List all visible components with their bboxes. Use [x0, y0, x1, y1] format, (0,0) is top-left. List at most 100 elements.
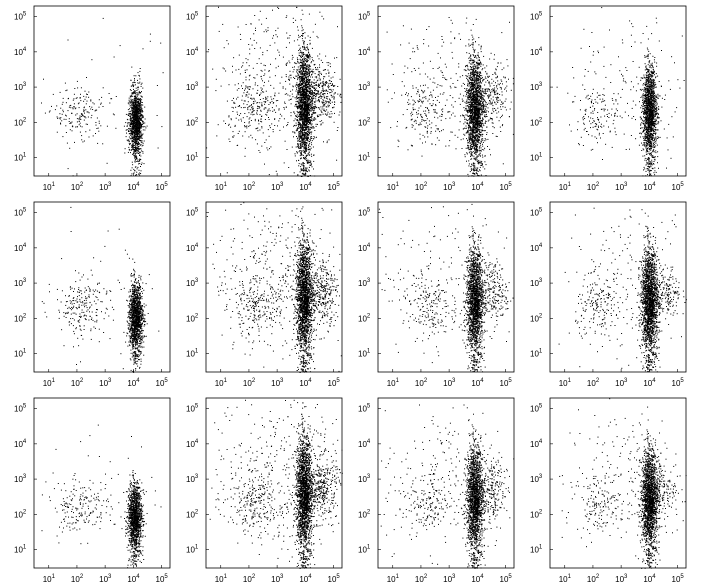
- data-point: [298, 122, 299, 123]
- data-point: [270, 96, 271, 97]
- data-point: [309, 160, 310, 161]
- data-points: [387, 17, 514, 177]
- x-tick-label: 105: [328, 182, 341, 192]
- data-point: [301, 60, 302, 61]
- data-point: [300, 74, 301, 75]
- data-point: [131, 122, 132, 123]
- data-point: [323, 93, 324, 94]
- data-point: [262, 80, 263, 81]
- data-point: [314, 88, 315, 89]
- data-point: [336, 160, 337, 161]
- data-point: [302, 104, 303, 105]
- data-point: [238, 133, 239, 134]
- data-point: [305, 92, 306, 93]
- data-point: [289, 80, 290, 81]
- data-point: [135, 157, 136, 158]
- data-point: [247, 104, 248, 105]
- data-point: [261, 63, 262, 64]
- data-point: [128, 139, 129, 140]
- data-point: [132, 129, 133, 130]
- data-point: [302, 90, 303, 91]
- data-point: [249, 89, 250, 90]
- data-point: [133, 146, 134, 147]
- data-point: [132, 126, 133, 127]
- data-point: [326, 115, 327, 116]
- data-point: [137, 143, 138, 144]
- data-point: [314, 93, 315, 94]
- data-point: [303, 128, 304, 129]
- data-point: [272, 38, 273, 39]
- data-point: [305, 71, 306, 72]
- data-point: [301, 19, 302, 20]
- data-point: [258, 120, 259, 121]
- data-point: [302, 10, 303, 11]
- data-point: [265, 108, 266, 109]
- data-point: [91, 117, 92, 118]
- data-point: [300, 69, 301, 70]
- data-point: [324, 90, 325, 91]
- data-point: [91, 107, 92, 108]
- data-point: [97, 118, 98, 119]
- data-point: [283, 127, 284, 128]
- data-point: [327, 142, 328, 143]
- data-point: [139, 113, 140, 114]
- data-point: [245, 70, 246, 71]
- data-point: [335, 93, 336, 94]
- data-point: [89, 137, 90, 138]
- data-point: [304, 107, 305, 108]
- data-point: [330, 103, 331, 104]
- data-point: [137, 114, 138, 115]
- data-point: [136, 136, 137, 137]
- data-point: [309, 103, 310, 104]
- data-point: [244, 113, 245, 114]
- data-point: [295, 63, 296, 64]
- data-point: [304, 75, 305, 76]
- data-point: [302, 36, 303, 37]
- data-point: [325, 84, 326, 85]
- data-point: [305, 121, 306, 122]
- data-point: [255, 139, 256, 140]
- data-point: [333, 77, 334, 78]
- data-point: [290, 99, 291, 100]
- data-point: [143, 123, 144, 124]
- data-point: [318, 92, 319, 93]
- data-point: [313, 113, 314, 114]
- data-point: [318, 91, 319, 92]
- data-point: [255, 119, 256, 120]
- data-point: [144, 107, 145, 108]
- data-point: [260, 110, 261, 111]
- data-point: [298, 112, 299, 113]
- data-point: [312, 96, 313, 97]
- data-point: [57, 132, 58, 133]
- data-point: [257, 106, 258, 107]
- data-point: [296, 125, 297, 126]
- data-point: [298, 101, 299, 102]
- data-point: [260, 47, 261, 48]
- data-point: [306, 148, 307, 149]
- data-point: [287, 38, 288, 39]
- data-point: [309, 110, 310, 111]
- data-point: [96, 128, 97, 129]
- data-point: [72, 130, 73, 131]
- data-point: [329, 86, 330, 87]
- data-point: [140, 98, 141, 99]
- data-point: [57, 118, 58, 119]
- data-point: [134, 151, 135, 152]
- data-point: [334, 72, 335, 73]
- data-point: [216, 79, 217, 80]
- data-point: [245, 126, 246, 127]
- data-point: [304, 67, 305, 68]
- data-point: [300, 171, 301, 172]
- data-point: [283, 88, 284, 89]
- data-point: [305, 96, 306, 97]
- data-point: [284, 162, 285, 163]
- data-point: [307, 127, 308, 128]
- data-point: [132, 146, 133, 147]
- data-point: [304, 144, 305, 145]
- data-point: [285, 81, 286, 82]
- data-point: [298, 145, 299, 146]
- data-point: [135, 150, 136, 151]
- data-point: [127, 126, 128, 127]
- data-point: [307, 134, 308, 135]
- x-tick-exponent: 1: [52, 182, 56, 188]
